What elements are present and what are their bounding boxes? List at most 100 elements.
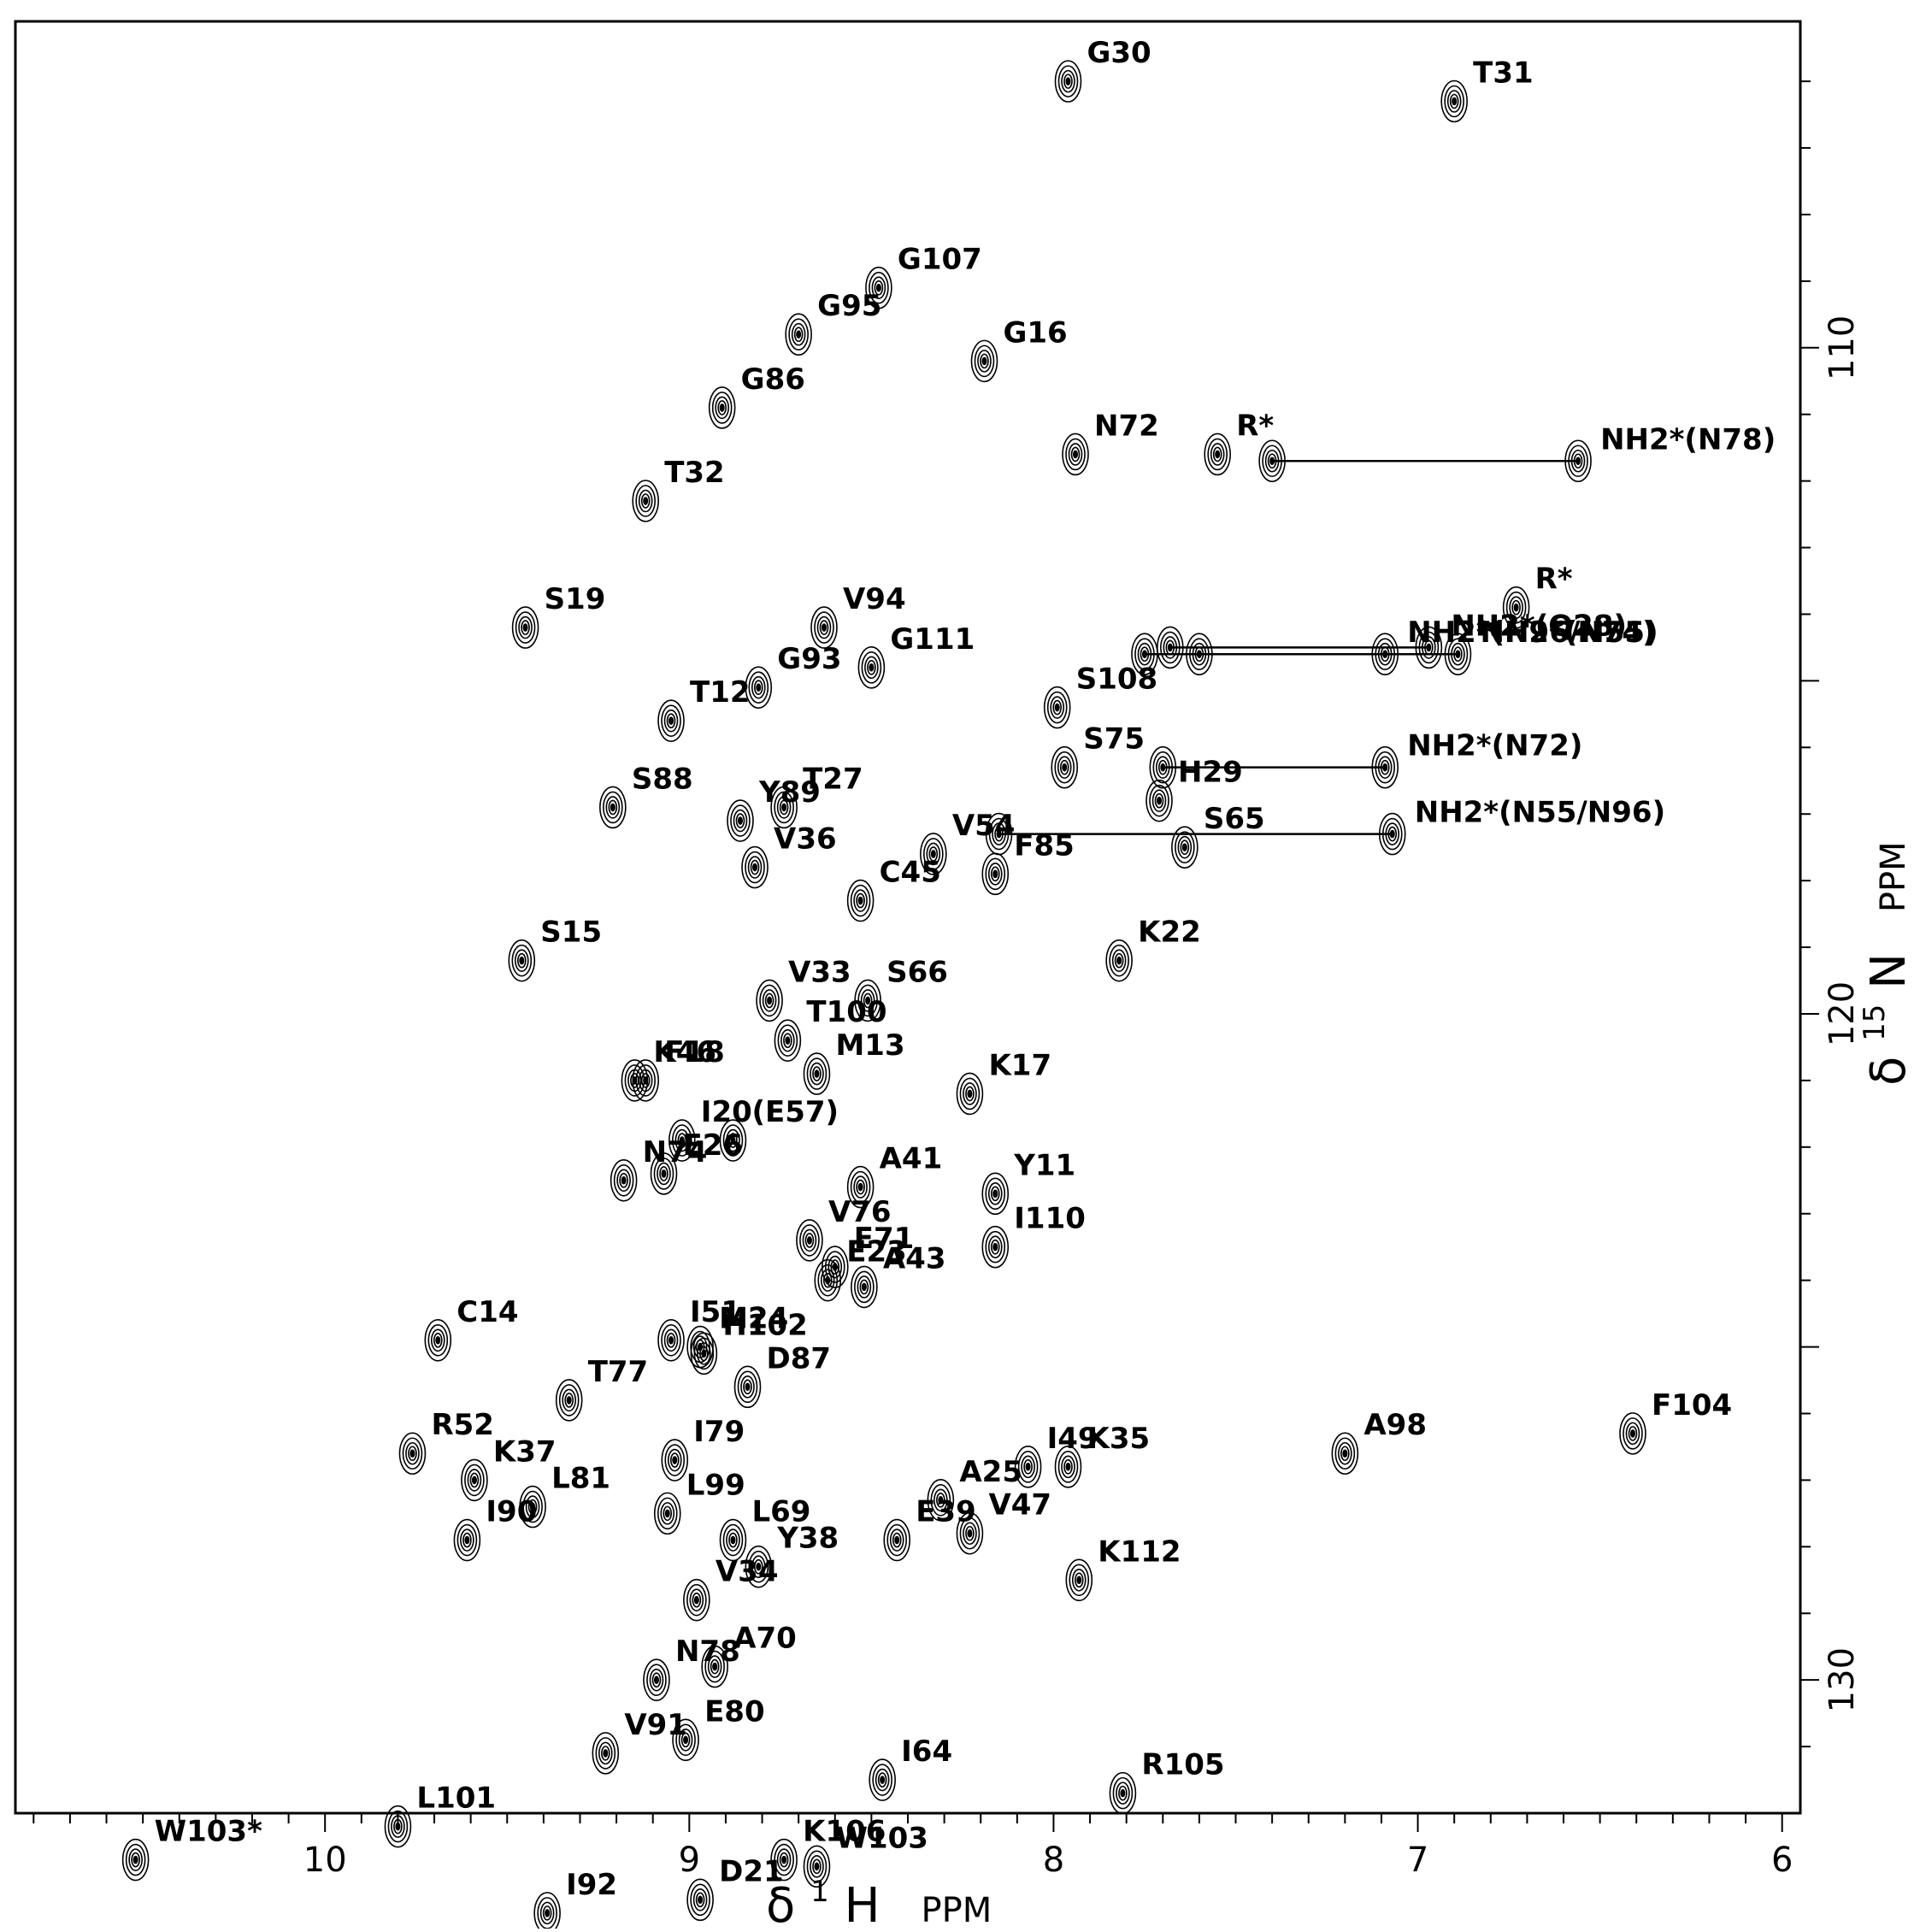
contour-ring	[869, 1758, 896, 1801]
contour-core	[621, 1176, 626, 1184]
peak-label: N74	[643, 1135, 708, 1169]
peak-contour	[661, 1439, 689, 1481]
y-axis-symbol: δ	[1861, 1057, 1917, 1086]
peak-contour	[1054, 60, 1082, 103]
peak-t12: T12	[657, 675, 751, 742]
peak-label: L99	[686, 1468, 745, 1502]
contour-ring	[1177, 835, 1193, 859]
contour-core	[644, 1076, 648, 1084]
contour-ring	[1137, 642, 1152, 666]
contour-core	[472, 1476, 476, 1484]
contour-ring	[125, 1843, 146, 1876]
peak-v34: V34	[683, 1555, 778, 1622]
contour-ring	[1149, 745, 1177, 789]
contour-ring	[992, 822, 1006, 845]
contour-core	[1182, 844, 1187, 851]
contour-ring	[743, 1379, 752, 1395]
contour-ring	[1114, 952, 1124, 969]
contour-ring	[521, 620, 530, 635]
contour-ring	[525, 1495, 540, 1518]
peak-g30: G30	[1054, 36, 1151, 103]
contour-ring	[1111, 949, 1127, 972]
contour-ring	[663, 709, 679, 733]
contour-ring	[963, 1082, 977, 1105]
contour-ring	[653, 1492, 681, 1535]
peak-contour	[770, 1838, 798, 1882]
contour-ring	[558, 1384, 580, 1417]
contour-ring	[719, 1119, 747, 1162]
y-tick-label: 120	[1823, 981, 1862, 1046]
contour-ring	[1021, 1455, 1035, 1479]
contour-ring	[427, 1323, 449, 1357]
peak-contour	[657, 699, 685, 742]
contour-ring	[1155, 756, 1170, 779]
peak-contour	[745, 666, 773, 709]
contour-core	[738, 817, 742, 825]
peak-i79: I79	[661, 1415, 745, 1481]
contour-ring	[928, 846, 939, 862]
peak-contour	[719, 1119, 747, 1162]
contour-core	[866, 997, 870, 1004]
contour-ring	[678, 1728, 693, 1752]
peak-v33: V33	[756, 955, 851, 1022]
peak-r52: R52	[398, 1408, 494, 1476]
contour-core	[822, 624, 826, 632]
contour-ring	[701, 1645, 728, 1688]
contour-ring	[433, 1332, 443, 1348]
contour-ring	[1509, 596, 1523, 619]
peak-contour	[701, 1645, 728, 1688]
contour-ring	[686, 1583, 707, 1617]
peak-contour	[533, 1892, 561, 1932]
peak-i92: I92	[533, 1868, 617, 1932]
peak-label: N72	[1094, 409, 1159, 443]
contour-ring	[883, 1518, 911, 1562]
contour-ring	[668, 1119, 696, 1162]
peak-label: I49	[1047, 1422, 1098, 1456]
peak-label: T12	[690, 675, 751, 710]
contour-ring	[733, 809, 748, 833]
peak-l99: L99	[653, 1468, 745, 1535]
contour-core	[931, 850, 935, 857]
contour-ring	[856, 1179, 865, 1195]
peak-label: K112	[1098, 1534, 1181, 1569]
contour-core	[523, 624, 527, 632]
peak-label: A98	[1363, 1408, 1427, 1442]
nh2-peak-b	[1564, 439, 1592, 483]
contour-ring	[965, 1086, 975, 1102]
peak-label: I90	[486, 1495, 537, 1529]
contour-core	[410, 1450, 415, 1458]
peak-a43: A43	[851, 1241, 946, 1309]
contour-ring	[745, 666, 773, 709]
peak-i20: I20	[668, 1095, 752, 1162]
contour-ring	[745, 851, 765, 884]
peak-contour	[956, 1072, 984, 1116]
x-axis-symbol: δ	[766, 1878, 795, 1929]
peak-contour	[865, 266, 892, 309]
peak-r: R*	[1502, 563, 1573, 629]
peak-y11: Y11	[981, 1148, 1075, 1216]
contour-ring	[635, 1064, 656, 1097]
contour-ring	[601, 1746, 610, 1761]
contour-core	[858, 897, 863, 904]
contour-core	[662, 1169, 666, 1177]
peak-s65: S65	[1171, 802, 1265, 869]
contour-ring	[564, 1393, 574, 1408]
contour-ring	[726, 1128, 740, 1152]
peak-label: T77	[588, 1355, 649, 1389]
peak-h102: H102	[690, 1308, 808, 1375]
contour-ring	[1207, 438, 1228, 471]
contour-core	[815, 1070, 819, 1078]
peak-label: T31	[1473, 56, 1534, 91]
contour-ring	[820, 1269, 835, 1292]
contour-ring	[810, 1855, 824, 1878]
peak-contour	[970, 339, 998, 383]
contour-ring	[1054, 751, 1075, 784]
contour-ring	[853, 1175, 868, 1199]
peak-label: V76	[828, 1195, 892, 1229]
contour-ring	[753, 680, 763, 695]
contour-ring	[877, 1772, 887, 1788]
contour-ring	[533, 1892, 561, 1932]
peak-t27: T27	[770, 762, 863, 829]
contour-ring	[675, 1723, 696, 1757]
contour-ring	[616, 1169, 631, 1193]
